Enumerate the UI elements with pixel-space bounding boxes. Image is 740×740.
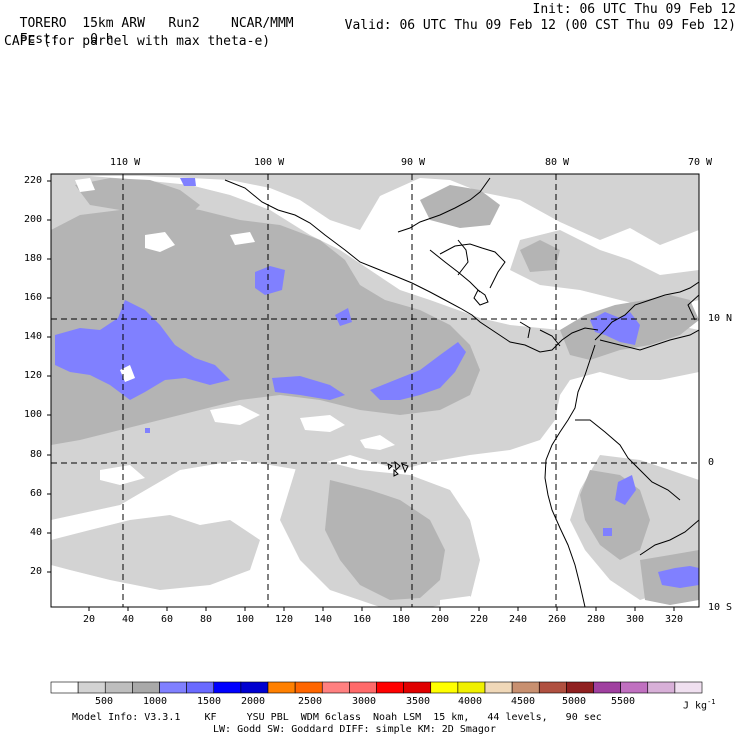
colorbar-label: 5000 <box>562 696 587 707</box>
x-tick-label: 220 <box>470 614 489 625</box>
x-tick-label: 60 <box>161 614 174 625</box>
colorbar-swatch <box>511 681 540 694</box>
colorbar-swatch <box>186 681 215 694</box>
colorbar-swatch <box>620 681 649 694</box>
cape-white-gaps <box>75 178 480 607</box>
y-tick-label: 140 <box>24 331 43 342</box>
y-tick-label: 180 <box>24 253 43 264</box>
colorbar-swatch <box>566 681 594 694</box>
colorbar-swatch <box>484 681 513 694</box>
init-time: Init: 06 UTC Thu 09 Feb 12 <box>532 2 737 17</box>
x-tick-label: 320 <box>665 614 684 625</box>
colorbar-swatch <box>104 681 133 694</box>
colorbar <box>50 681 703 694</box>
run-label: Run2 <box>168 16 200 31</box>
x-tick-label: 260 <box>548 614 567 625</box>
forecast-hour: Fcst: 0 h <box>4 19 114 47</box>
colorbar-label: 2500 <box>298 696 323 707</box>
lon-label: 70 W <box>688 157 713 168</box>
x-tick-label: 180 <box>392 614 411 625</box>
fcst-value: 0 h <box>90 32 114 47</box>
y-tick-label: 200 <box>24 214 43 225</box>
y-tick-label: 100 <box>24 409 43 420</box>
fcst-label: Fcst: <box>19 32 59 47</box>
colorbar-swatch <box>240 681 269 694</box>
x-tick-label: 240 <box>509 614 528 625</box>
physics-info: LW: Godd SW: Goddard DIFF: simple KM: 2D… <box>213 724 496 735</box>
x-tick-label: 160 <box>353 614 372 625</box>
colorbar-swatch <box>349 681 377 694</box>
colorbar-swatch <box>267 681 296 694</box>
x-tick-label: 100 <box>236 614 255 625</box>
units-exponent: -1 <box>707 698 716 706</box>
y-tick-label: 20 <box>30 566 43 577</box>
y-tick-label: 60 <box>30 488 43 499</box>
center-label: NCAR/MMM <box>231 16 294 31</box>
x-tick-label: 280 <box>587 614 606 625</box>
field-title: CAPE (for parcel with max theta-e) <box>4 34 271 49</box>
colorbar-label: 5500 <box>611 696 636 707</box>
y-tick-label: 40 <box>30 527 43 538</box>
resolution: 15km ARW <box>82 16 145 31</box>
x-tick-label: 80 <box>200 614 213 625</box>
lon-label: 100 W <box>254 157 285 168</box>
colorbar-label: 500 <box>95 696 114 707</box>
colorbar-label: 4000 <box>458 696 483 707</box>
colorbar-swatch <box>159 681 187 694</box>
colorbar-swatch <box>294 681 323 694</box>
lon-label: 90 W <box>401 157 426 168</box>
colorbar-label: 1000 <box>143 696 168 707</box>
cape-field <box>51 174 699 607</box>
lat-lon-grid <box>51 174 699 607</box>
plot-frame <box>50 173 700 608</box>
model-name: TORERO <box>19 16 67 31</box>
x-tick-label: 200 <box>431 614 450 625</box>
model-info: Model Info: V3.3.1 KF YSU PBL WDM 6class… <box>72 712 602 723</box>
y-tick-label: 220 <box>24 175 43 186</box>
colorbar-swatch <box>430 681 459 694</box>
colorbar-label: 4500 <box>511 696 536 707</box>
lon-label: 80 W <box>545 157 570 168</box>
colorbar-swatch <box>50 681 79 694</box>
header-title-line: TORERO 15km ARW Run2 NCAR/MMM <box>4 3 294 31</box>
colorbar-swatch <box>321 681 350 694</box>
colorbar-swatch <box>593 681 621 694</box>
colorbar-swatch <box>674 681 703 694</box>
colorbar-label: 2000 <box>241 696 266 707</box>
colorbar-swatch <box>457 681 486 694</box>
colorbar-swatch <box>403 681 432 694</box>
colorbar-label: 3500 <box>406 696 431 707</box>
units-text: J kg <box>683 700 708 712</box>
lat-label: 10 N <box>708 313 733 324</box>
y-tick-label: 120 <box>24 370 43 381</box>
colorbar-swatch <box>77 681 106 694</box>
x-tick-label: 40 <box>122 614 135 625</box>
x-tick-label: 20 <box>83 614 96 625</box>
lat-label: 0 <box>708 457 715 468</box>
colorbar-label: 3000 <box>352 696 377 707</box>
cape-blue-shading <box>55 178 699 588</box>
x-tick-label: 140 <box>314 614 333 625</box>
colorbar-units: J kg-1 <box>683 697 716 711</box>
colorbar-swatch <box>538 681 567 694</box>
x-tick-label: 300 <box>626 614 645 625</box>
axis-ticks <box>47 180 675 611</box>
colorbar-swatch <box>213 681 242 694</box>
valid-time: Valid: 06 UTC Thu 09 Feb 12 (00 CST Thu … <box>344 18 736 33</box>
lat-label: 10 S <box>708 602 733 613</box>
colorbar-swatch <box>132 681 160 694</box>
x-tick-label: 120 <box>275 614 294 625</box>
lon-label: 110 W <box>110 157 141 168</box>
colorbar-swatch <box>647 681 676 694</box>
y-tick-label: 160 <box>24 292 43 303</box>
colorbar-label: 1500 <box>197 696 222 707</box>
colorbar-swatch <box>376 681 404 694</box>
y-tick-label: 80 <box>30 449 43 460</box>
